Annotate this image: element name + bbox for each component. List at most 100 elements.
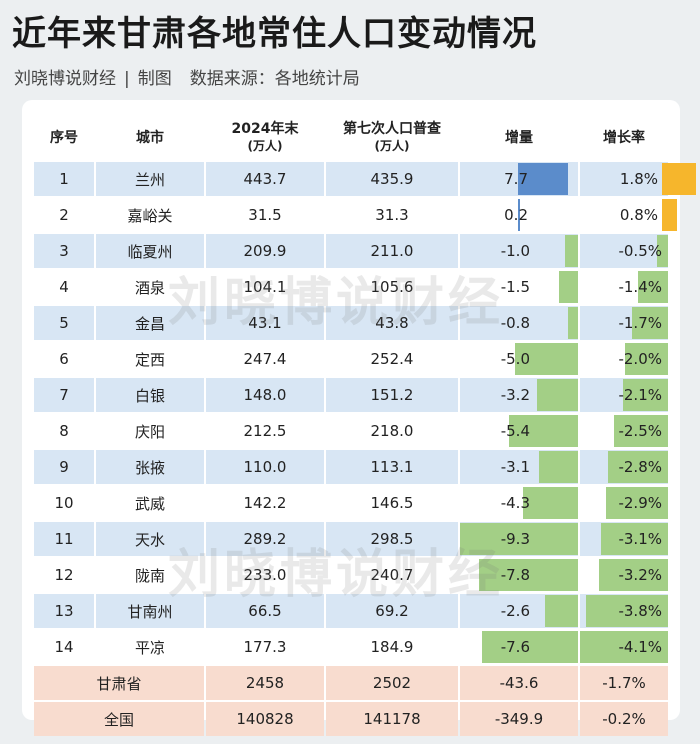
increase-bar	[558, 271, 578, 303]
table-row: 1 兰州 443.7 435.9 7.7 1.8%	[34, 162, 696, 196]
row-pop-2024: 148.0	[206, 378, 324, 412]
increase-bar	[514, 343, 578, 375]
row-city: 甘南州	[96, 594, 204, 628]
row-increase-cell: -7.8	[460, 558, 578, 592]
row-pop-2024: 209.9	[206, 234, 324, 268]
row-pop-2024: 443.7	[206, 162, 324, 196]
row-index: 10	[34, 486, 94, 520]
row-pop-census: 69.2	[326, 594, 458, 628]
row-city: 嘉峪关	[96, 198, 204, 232]
row-increase-cell: -7.6	[460, 630, 578, 664]
increase-bar	[538, 451, 578, 483]
row-city: 白银	[96, 378, 204, 412]
row-pop-census: 31.3	[326, 198, 458, 232]
row-pop-2024: 142.2	[206, 486, 324, 520]
row-rate-cell: -2.5%	[580, 414, 668, 448]
row-rate-value: -2.0%	[618, 350, 662, 368]
row-rate-cell: -1.7%	[580, 306, 668, 340]
row-increase-cell: -5.0	[460, 342, 578, 376]
table-row: 2 嘉峪关 31.5 31.3 0.2 0.8%	[34, 198, 678, 232]
row-pop-2024: 104.1	[206, 270, 324, 304]
row-rate-cell: -2.0%	[580, 342, 668, 376]
row-pop-2024: 289.2	[206, 522, 324, 556]
table-row: 6 定西 247.4 252.4 -5.0 -2.0%	[34, 342, 668, 376]
summary-region: 全国	[34, 702, 204, 736]
header-city: 城市	[96, 116, 204, 160]
rate-bar	[607, 451, 668, 483]
row-pop-census: 298.5	[326, 522, 458, 556]
row-index: 2	[34, 198, 94, 232]
rate-bar	[637, 271, 668, 303]
row-pop-2024: 233.0	[206, 558, 324, 592]
row-index: 11	[34, 522, 94, 556]
header-rate: 增长率	[580, 116, 668, 160]
row-pop-census: 240.7	[326, 558, 458, 592]
row-pop-census: 184.9	[326, 630, 458, 664]
table-row: 5 金昌 43.1 43.8 -0.8 -1.7%	[34, 306, 668, 340]
row-rate-cell: 1.8%	[580, 162, 696, 196]
row-increase-value: -2.6	[500, 602, 530, 620]
row-increase-cell: -2.6	[460, 594, 578, 628]
row-increase-value: -7.8	[500, 566, 530, 584]
summary-pop-census: 141178	[326, 702, 458, 736]
summary-rate: -1.7%	[580, 666, 668, 700]
tag-label: 制图	[137, 69, 172, 89]
rate-bar	[662, 163, 696, 195]
row-increase-value: -0.8	[500, 314, 530, 332]
row-pop-census: 218.0	[326, 414, 458, 448]
row-pop-census: 113.1	[326, 450, 458, 484]
table-row: 7 白银 148.0 151.2 -3.2 -2.1%	[34, 378, 668, 412]
row-rate-cell: -3.8%	[580, 594, 668, 628]
row-index: 8	[34, 414, 94, 448]
row-index: 4	[34, 270, 94, 304]
row-pop-census: 105.6	[326, 270, 458, 304]
increase-bar	[479, 559, 578, 591]
row-increase-value: 0.2	[504, 206, 528, 224]
row-rate-cell: -2.9%	[580, 486, 668, 520]
row-pop-census: 146.5	[326, 486, 458, 520]
source-label: 数据来源：各地统计局	[189, 69, 360, 89]
table-row: 13 甘南州 66.5 69.2 -2.6 -3.8%	[34, 594, 668, 628]
row-increase-cell: -9.3	[460, 522, 578, 556]
summary-region: 甘肃省	[34, 666, 204, 700]
author-label: 刘晓博说财经	[14, 69, 116, 89]
row-pop-2024: 247.4	[206, 342, 324, 376]
row-increase-value: -4.3	[500, 494, 530, 512]
row-rate-cell: -4.1%	[580, 630, 668, 664]
table-row: 10 武威 142.2 146.5 -4.3 -2.9%	[34, 486, 668, 520]
row-city: 酒泉	[96, 270, 204, 304]
row-rate-value: 1.8%	[619, 170, 658, 188]
row-pop-2024: 31.5	[206, 198, 324, 232]
rate-bar	[614, 415, 668, 447]
header-idx: 序号	[34, 116, 94, 160]
row-city: 临夏州	[96, 234, 204, 268]
row-rate-value: -0.5%	[618, 242, 662, 260]
table-row: 4 酒泉 104.1 105.6 -1.5 -1.4%	[34, 270, 668, 304]
row-rate-cell: -3.1%	[580, 522, 668, 556]
increase-bar	[460, 523, 578, 555]
row-rate-value: -3.8%	[618, 602, 662, 620]
row-rate-value: -4.1%	[618, 638, 662, 656]
row-increase-cell: -4.3	[460, 486, 578, 520]
increase-bar	[545, 595, 578, 627]
summary-pop-2024: 2458	[206, 666, 324, 700]
row-index: 6	[34, 342, 94, 376]
increase-bar	[567, 307, 578, 339]
summary-row: 甘肃省 2458 2502 -43.6 -1.7%	[34, 666, 668, 700]
row-index: 5	[34, 306, 94, 340]
summary-row: 全国 140828 141178 -349.9 -0.2%	[34, 702, 668, 736]
separator: |	[124, 69, 130, 89]
row-rate-cell: -0.5%	[580, 234, 668, 268]
row-city: 陇南	[96, 558, 204, 592]
subtitle: 刘晓博说财经 | 制图 数据来源：各地统计局	[14, 64, 360, 89]
rate-bar	[599, 559, 668, 591]
row-pop-census: 435.9	[326, 162, 458, 196]
row-increase-value: -3.1	[500, 458, 530, 476]
table-row: 3 临夏州 209.9 211.0 -1.0 -0.5%	[34, 234, 668, 268]
row-rate-value: -3.2%	[618, 566, 662, 584]
row-city: 平凉	[96, 630, 204, 664]
row-increase-value: -5.0	[500, 350, 530, 368]
increase-bar	[523, 487, 578, 519]
row-city: 武威	[96, 486, 204, 520]
table-row: 11 天水 289.2 298.5 -9.3 -3.1%	[34, 522, 668, 556]
